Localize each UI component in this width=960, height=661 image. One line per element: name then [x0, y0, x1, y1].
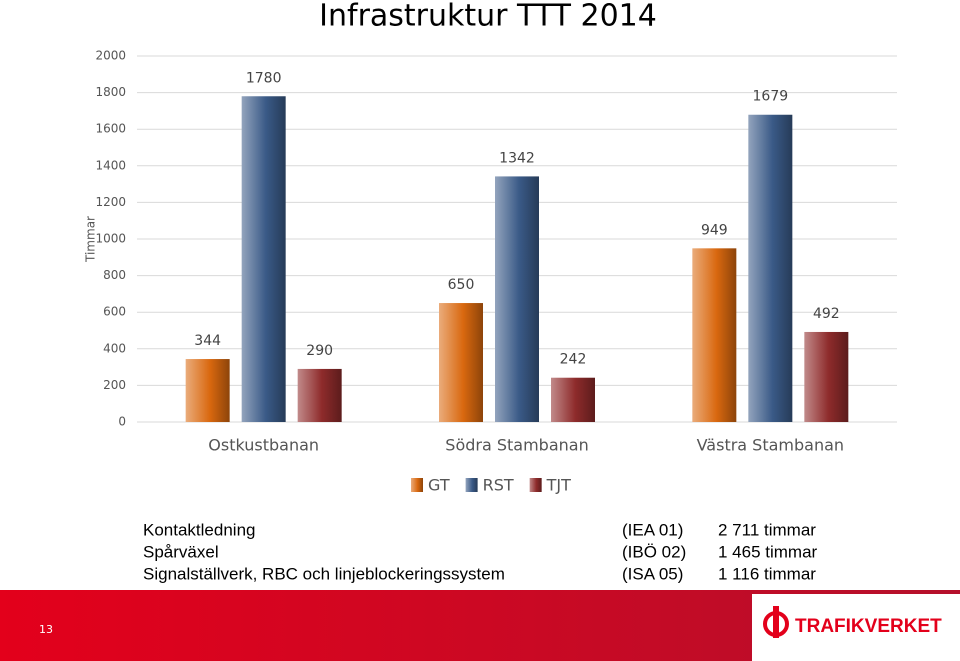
data-label: 1679 — [753, 89, 789, 105]
x-tick-label: Västra Stambanan — [697, 436, 844, 455]
note-cell: 1 116 timmar — [718, 564, 816, 583]
plot-area: 0 200 400 600 800 1000 1200 1400 1600 1800 2000 Ost… — [95, 49, 897, 455]
data-label: 344 — [194, 333, 221, 349]
note-cell: Spårväxel — [143, 542, 219, 561]
data-label: 1342 — [499, 150, 535, 166]
data-label: 242 — [560, 352, 587, 368]
bar — [241, 96, 286, 422]
bar — [185, 359, 230, 422]
y-axis-label: Timmar — [84, 216, 98, 263]
legend: GT RST TJT — [411, 476, 571, 495]
legend-label: TJT — [546, 476, 571, 495]
page-number: 13 — [39, 623, 53, 636]
y-tick-label: 1600 — [95, 122, 126, 136]
legend-label: GT — [428, 476, 450, 495]
y-tick-label: 1400 — [95, 158, 126, 172]
legend-label: RST — [483, 476, 514, 495]
legend-swatch — [465, 478, 478, 492]
note-cell: Kontaktledning — [143, 520, 255, 539]
bar — [551, 377, 595, 422]
y-tick-label: 1200 — [95, 195, 126, 209]
y-tick-label: 1800 — [95, 85, 126, 99]
y-tick-label: 1000 — [95, 232, 126, 246]
y-tick-label: 2000 — [95, 49, 126, 63]
bar — [297, 368, 342, 422]
y-tick-label: 0 — [118, 415, 126, 429]
note-cell: Signalställverk, RBC och linjeblockering… — [143, 564, 505, 583]
note-cell: (ISA 05) — [622, 564, 683, 583]
bar — [439, 303, 483, 422]
note-cell: 2 711 timmar — [718, 520, 816, 539]
notes: Kontaktledning (IEA 01) 2 711 timmar Spårvä… — [143, 520, 818, 583]
logo-icon-bar — [773, 606, 779, 638]
bar — [692, 248, 737, 422]
data-label: 492 — [813, 306, 840, 322]
chart-title: Infrastruktur TTT 2014 — [319, 0, 657, 34]
y-tick-label: 200 — [103, 378, 126, 392]
x-tick-label: Ostkustbanan — [208, 436, 319, 455]
data-label: 650 — [448, 277, 475, 293]
note-cell: (IEA 01) — [622, 520, 683, 539]
y-tick-label: 600 — [103, 305, 126, 319]
legend-swatch — [411, 478, 423, 492]
note-cell: 1 465 timmar — [718, 542, 818, 561]
bar — [748, 114, 793, 423]
y-tick-label: 400 — [103, 341, 126, 355]
y-tick-label: 800 — [103, 268, 126, 282]
note-cell: (IBÖ 02) — [622, 542, 686, 561]
logo-background — [752, 594, 960, 661]
data-label: 949 — [701, 222, 728, 238]
bar — [804, 331, 849, 422]
logo: TRAFIKVERKET — [752, 594, 960, 661]
bar — [495, 176, 539, 422]
legend-swatch — [529, 478, 542, 492]
data-label: 290 — [306, 343, 333, 359]
data-label: 1780 — [246, 70, 282, 86]
x-tick-label: Södra Stambanan — [445, 436, 588, 455]
logo-text: TRAFIKVERKET — [795, 616, 942, 637]
